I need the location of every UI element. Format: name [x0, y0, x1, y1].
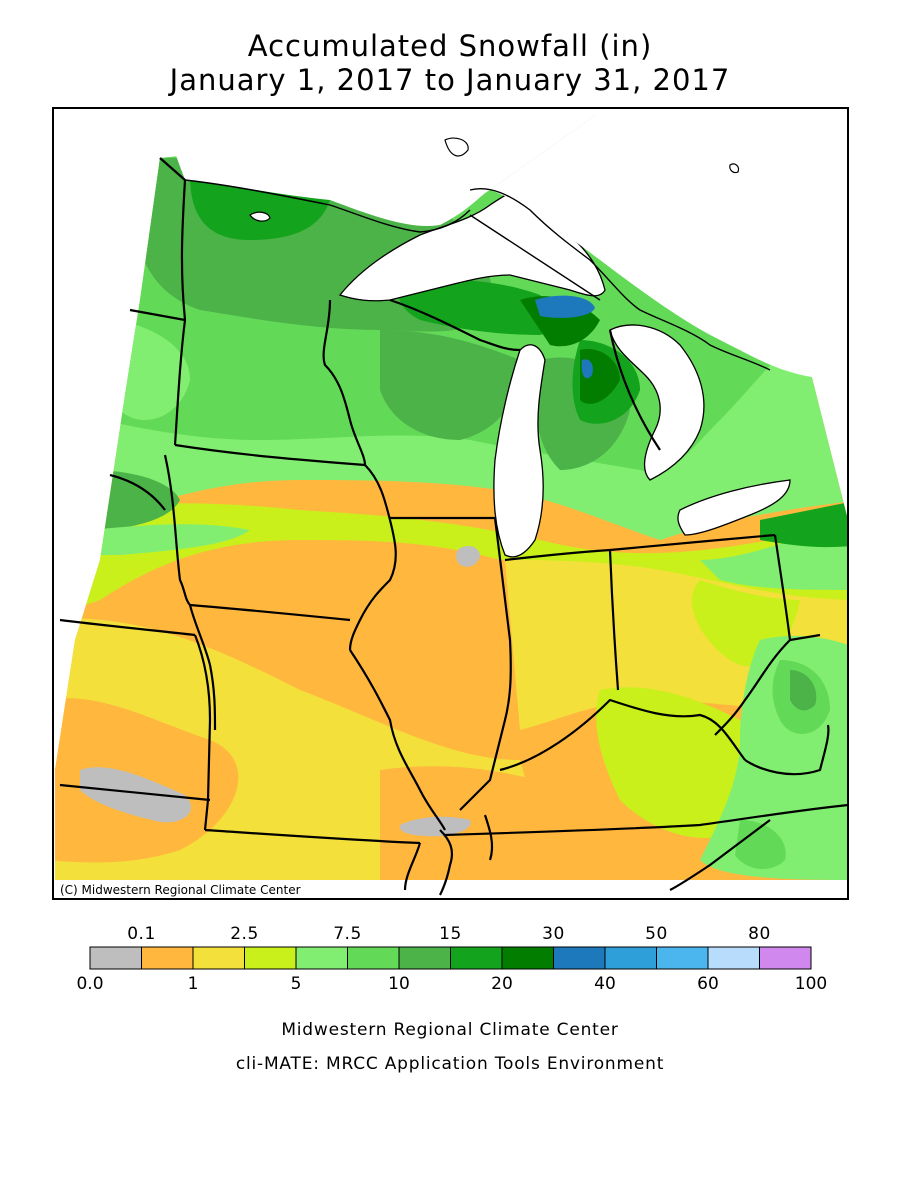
legend-bottom-label: 1 — [188, 974, 199, 994]
map-date-range: January 1, 2017 to January 31, 2017 — [169, 63, 731, 97]
footer-tool: cli-MATE: MRCC Application Tools Environ… — [235, 1054, 665, 1074]
legend-top-label: 15 — [439, 924, 462, 944]
legend-swatch — [656, 946, 709, 970]
state-borders — [59, 157, 849, 896]
copyright-text: (C) Midwestern Regional Climate Center — [60, 883, 301, 897]
copyright-box — [55, 880, 337, 898]
legend-swatch — [244, 946, 297, 970]
legend-bottom-label: 5 — [291, 974, 302, 994]
legend-top-label: 0.1 — [127, 924, 156, 944]
coastlines — [184, 179, 771, 371]
legend-top-label: 50 — [645, 924, 668, 944]
great-lakes — [338, 188, 791, 558]
legend-top-label: 80 — [748, 924, 771, 944]
legend-swatch — [450, 946, 503, 970]
canada-area — [160, 112, 848, 380]
legend-bottom-label: 100 — [795, 974, 827, 994]
map-title: Accumulated Snowfall (in) — [247, 29, 653, 63]
legend-swatch — [295, 946, 348, 970]
footer-org: Midwestern Regional Climate Center — [281, 1020, 619, 1040]
legend-swatch — [192, 946, 245, 970]
legend-swatch — [347, 946, 400, 970]
legend-swatch — [759, 946, 812, 970]
legend-bottom-label: 40 — [594, 974, 616, 994]
legend-top-label: 30 — [542, 924, 565, 944]
color-legend: 0.1 2.5 7.5 15 30 50 800.0 1 5 10 20 40 60 100 — [76, 924, 827, 994]
legend-swatch — [141, 946, 194, 970]
legend-swatch — [398, 946, 451, 970]
legend-swatch — [604, 946, 657, 970]
legend-bottom-label: 0.0 — [76, 974, 103, 994]
legend-bottom-label: 10 — [388, 974, 410, 994]
legend-swatch — [501, 946, 554, 970]
legend-top-label: 2.5 — [230, 924, 259, 944]
legend-swatch — [89, 946, 142, 970]
legend-swatch — [553, 946, 606, 970]
legend-bottom-label: 20 — [491, 974, 513, 994]
legend-top-label: 7.5 — [333, 924, 362, 944]
legend-bottom-label: 60 — [697, 974, 719, 994]
map-frame — [52, 107, 849, 900]
legend-swatch — [707, 946, 760, 970]
lake-islands — [249, 137, 740, 222]
